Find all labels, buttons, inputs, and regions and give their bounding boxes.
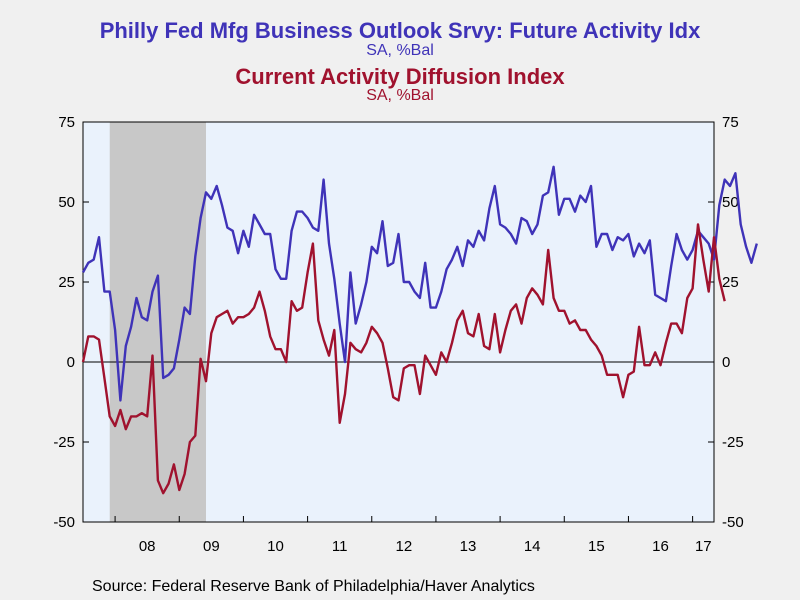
- current-activity-line: [81, 223, 726, 495]
- chart-title-2: Current Activity Diffusion Index: [235, 64, 565, 89]
- y-tick-label-right: 0: [722, 354, 730, 371]
- y-tick-label-left: 75: [58, 114, 75, 131]
- y-tick-label-right: 50: [722, 194, 739, 211]
- y-tick-label-right: 25: [722, 274, 739, 291]
- x-tick-label: 16: [652, 538, 669, 555]
- x-tick-label: 10: [267, 538, 284, 555]
- x-tick-label: 14: [524, 538, 541, 555]
- plot-frame: [82, 121, 715, 523]
- y-tick-label-right: -50: [722, 514, 744, 531]
- x-tick-label: 13: [460, 538, 477, 555]
- y-tick-label-left: -50: [53, 514, 75, 531]
- y-tick-label-right: 75: [722, 114, 739, 131]
- x-tick-label: 12: [396, 538, 413, 555]
- y-tick-label-right: -25: [722, 434, 744, 451]
- y-tick-label-left: -25: [53, 434, 75, 451]
- y-tick-label-left: 0: [67, 354, 75, 371]
- x-tick-label: 08: [139, 538, 156, 555]
- x-tick-label: 11: [332, 538, 348, 555]
- x-tick-label: 17: [695, 538, 712, 555]
- chart-title: Philly Fed Mfg Business Outlook Srvy: Fu…: [99, 18, 701, 43]
- y-tick-label-left: 25: [58, 274, 75, 291]
- future-activity-line: [81, 165, 758, 402]
- chart-subtitle: SA, %Bal: [366, 42, 434, 59]
- x-tick-label: 15: [588, 538, 605, 555]
- x-tick-label: 09: [203, 538, 220, 555]
- y-tick-label-left: 50: [58, 194, 75, 211]
- source-note: Source: Federal Reserve Bank of Philadel…: [92, 578, 535, 595]
- chart-subtitle-2: SA, %Bal: [366, 87, 434, 104]
